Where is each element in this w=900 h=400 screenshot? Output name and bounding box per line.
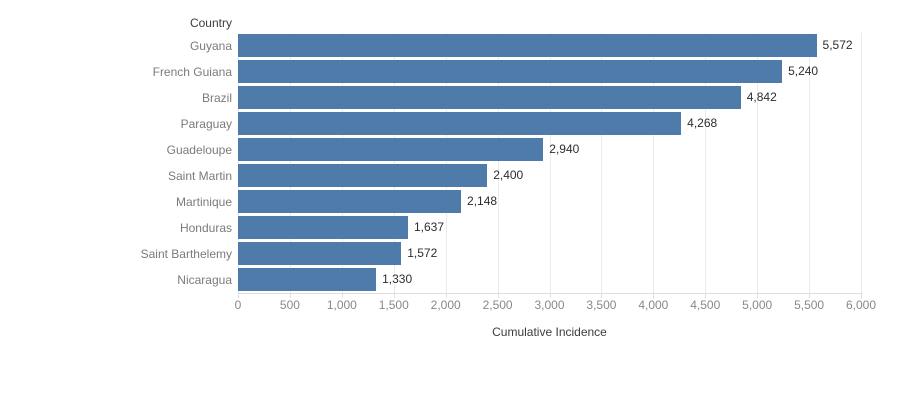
value-label: 1,572 [407, 246, 438, 260]
value-label: 5,572 [822, 38, 853, 52]
x-tick-mark [445, 293, 447, 298]
chart-row: Martinique 2,148 [0, 189, 900, 215]
x-tick-label: 5,500 [794, 298, 825, 312]
category-label[interactable]: French Guiana [152, 65, 232, 79]
gridline [238, 33, 239, 293]
bar-mark[interactable] [238, 86, 741, 109]
category-label[interactable]: Guyana [189, 39, 232, 53]
x-tick-mark [341, 293, 343, 298]
bar-track: 2,400 [238, 164, 878, 187]
bar-track: 2,940 [238, 138, 878, 161]
value-label: 1,330 [382, 272, 413, 286]
chart-row: Brazil 4,842 [0, 85, 900, 111]
gridline [549, 33, 551, 293]
gridline [653, 33, 655, 293]
category-label[interactable]: Guadeloupe [166, 143, 232, 157]
gridline [289, 33, 291, 293]
chart-row: French Guiana 5,240 [0, 59, 900, 85]
plot-area [238, 33, 862, 293]
bar-track: 2,148 [238, 190, 878, 213]
x-tick-mark [497, 293, 499, 298]
category-label[interactable]: Saint Martin [167, 169, 232, 183]
x-tick-mark [549, 293, 551, 298]
category-label[interactable]: Saint Barthelemy [140, 247, 232, 261]
column-header: Country [189, 16, 232, 30]
gridline [393, 33, 395, 293]
bar-mark[interactable] [238, 268, 377, 291]
x-axis-title: Cumulative Incidence [492, 325, 607, 339]
gridline [445, 33, 447, 293]
x-tick-label: 6,000 [845, 298, 877, 312]
x-tick-label: 4,000 [638, 298, 669, 312]
bar-track: 5,572 [238, 34, 878, 57]
value-label: 2,400 [493, 168, 524, 182]
bar-mark[interactable] [238, 242, 402, 265]
category-label[interactable]: Paraguay [180, 117, 232, 131]
category-label[interactable]: Nicaragua [177, 273, 232, 287]
category-label[interactable]: Honduras [179, 221, 232, 235]
bar-mark[interactable] [238, 34, 817, 57]
x-tick-mark [601, 293, 603, 298]
value-label: 5,240 [788, 64, 819, 78]
x-tick-mark [393, 293, 395, 298]
chart-row: Guyana 5,572 [0, 33, 900, 59]
chart-row: Paraguay 4,268 [0, 111, 900, 137]
bar-mark[interactable] [238, 190, 462, 213]
value-label: 4,842 [746, 90, 777, 104]
value-label: 2,940 [549, 142, 580, 156]
gridline [497, 33, 499, 293]
category-label[interactable]: Brazil [201, 91, 232, 105]
x-tick-label: 0 [234, 298, 242, 312]
x-tick-label: 1,000 [326, 298, 357, 312]
bar-mark[interactable] [238, 138, 544, 161]
chart-row: Saint Martin 2,400 [0, 163, 900, 189]
x-tick-label: 3,500 [586, 298, 617, 312]
bar-mark[interactable] [238, 60, 783, 83]
x-tick-mark [809, 293, 811, 298]
bar-track: 4,268 [238, 112, 878, 135]
bar-track: 4,842 [238, 86, 878, 109]
gridline [705, 33, 707, 293]
x-tick-mark [757, 293, 759, 298]
bar-track: 1,637 [238, 216, 878, 239]
x-tick-mark [705, 293, 707, 298]
x-tick-label: 4,500 [690, 298, 721, 312]
bar-track: 1,572 [238, 242, 878, 265]
x-tick-mark [861, 293, 862, 298]
x-tick-label: 2,000 [430, 298, 461, 312]
x-tick-mark [238, 293, 239, 298]
gridline [809, 33, 811, 293]
bar-track: 1,330 [238, 268, 878, 291]
gridline [601, 33, 603, 293]
bar-track: 5,240 [238, 60, 878, 83]
bar-mark[interactable] [238, 112, 682, 135]
value-label: 2,148 [467, 194, 498, 208]
chart-row: Honduras 1,637 [0, 215, 900, 241]
x-tick-label: 500 [279, 298, 300, 312]
gridline [861, 33, 862, 293]
x-tick-label: 3,000 [534, 298, 565, 312]
x-tick-label: 5,000 [742, 298, 773, 312]
x-tick-label: 2,500 [482, 298, 513, 312]
chart-row: Nicaragua 1,330 [0, 267, 900, 293]
category-label[interactable]: Martinique [175, 195, 232, 209]
chart-row: Guadeloupe 2,940 [0, 137, 900, 163]
bar-rows: Guyana 5,572 French Guiana 5,240 Brazil 4,842… [0, 33, 900, 293]
x-tick-mark [653, 293, 655, 298]
chart-row: Saint Barthelemy 1,572 [0, 241, 900, 267]
value-label: 4,268 [687, 116, 718, 130]
x-tick-label: 1,500 [378, 298, 409, 312]
gridline [341, 33, 343, 293]
bar-mark[interactable] [238, 216, 408, 239]
x-tick-mark [289, 293, 291, 298]
value-label: 1,637 [413, 220, 444, 234]
gridline [757, 33, 759, 293]
bar-mark[interactable] [238, 164, 488, 187]
